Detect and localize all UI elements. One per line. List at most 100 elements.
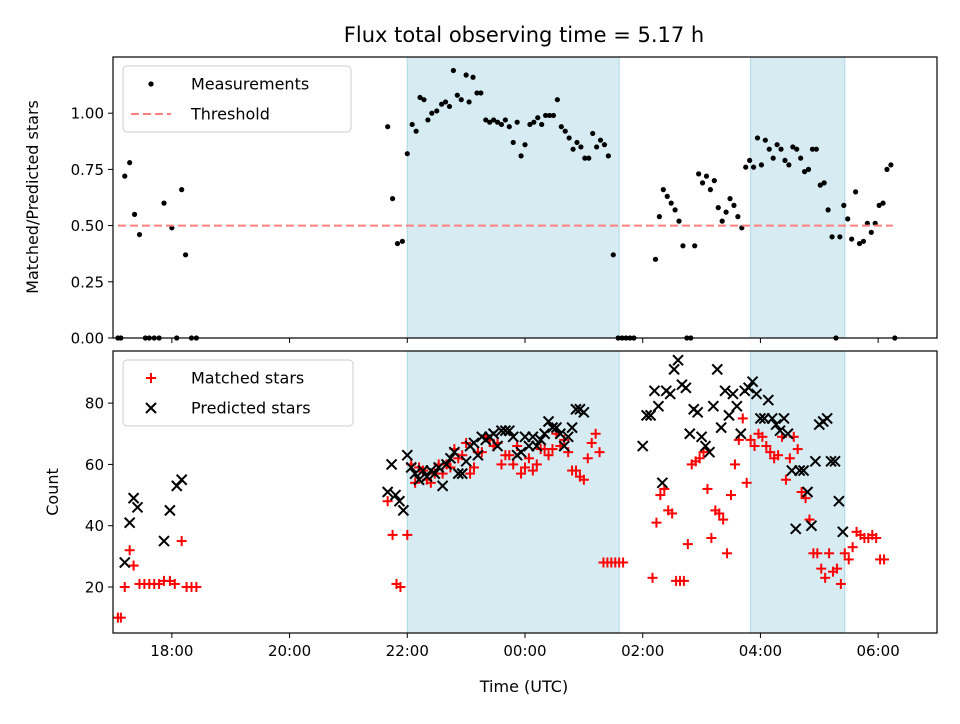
predicted-star-mark xyxy=(790,523,802,535)
measurement-point xyxy=(605,153,611,159)
predicted-star-point xyxy=(833,495,845,507)
measurement-point xyxy=(817,182,823,188)
predicted-star-point xyxy=(119,556,131,569)
predicted-star-point xyxy=(680,382,692,394)
legend-marker xyxy=(145,402,157,414)
matched-star-point xyxy=(647,572,658,583)
predicted-star-mark xyxy=(637,440,649,452)
y-tick-label: 40 xyxy=(85,517,104,535)
predicted-star-point xyxy=(821,412,833,425)
predicted-star-mark xyxy=(640,409,653,422)
predicted-star-point xyxy=(715,421,727,434)
predicted-star-point xyxy=(809,455,822,468)
predicted-star-point xyxy=(793,464,806,477)
predicted-star-mark xyxy=(538,428,551,440)
predicted-star-mark xyxy=(821,412,833,425)
measurement-point xyxy=(699,180,706,186)
measurement-point xyxy=(546,112,553,119)
y-tick-label: 0.50 xyxy=(71,217,104,235)
y-axis-label-ratio: Matched/Predicted stars xyxy=(23,100,42,294)
measurement-point xyxy=(446,103,453,110)
predicted-star-mark xyxy=(542,415,555,428)
predicted-star-mark xyxy=(801,486,814,498)
measurement-point xyxy=(731,202,737,208)
measurement-point xyxy=(527,121,533,128)
predicted-star-mark xyxy=(770,418,782,431)
predicted-star-mark xyxy=(472,449,484,461)
predicted-star-point xyxy=(695,431,708,443)
legend-label: Matched stars xyxy=(191,369,304,388)
predicted-star-point xyxy=(648,385,661,397)
matched-star-point xyxy=(678,575,689,586)
measurement-point xyxy=(794,146,800,152)
measurement-point xyxy=(852,189,859,195)
matched-star-point xyxy=(618,557,629,568)
predicted-star-point xyxy=(719,385,731,397)
measurement-point xyxy=(590,130,596,137)
measurement-point xyxy=(656,214,662,220)
measurement-point xyxy=(539,121,545,128)
measurement-point xyxy=(782,157,788,164)
matched-star-point xyxy=(468,462,479,473)
measurement-point xyxy=(498,121,505,128)
predicted-star-point xyxy=(554,428,567,440)
matched-star-point xyxy=(543,450,554,461)
predicted-star-mark xyxy=(393,495,406,507)
predicted-star-point xyxy=(487,428,500,440)
legend-box xyxy=(122,65,352,133)
predicted-star-point xyxy=(127,492,140,504)
measurement-point xyxy=(774,142,780,148)
predicted-star-mark xyxy=(444,452,457,464)
measurement-point xyxy=(652,256,659,262)
measurement-point xyxy=(758,162,765,168)
predicted-star-point xyxy=(131,501,144,514)
measurement-point xyxy=(550,112,557,119)
measurement-point xyxy=(680,243,686,249)
measurement-point xyxy=(676,218,682,224)
predicted-star-point xyxy=(456,467,468,480)
matched-star-point xyxy=(582,453,593,464)
predicted-star-mark xyxy=(735,428,747,440)
matched-star-point xyxy=(124,545,135,556)
predicted-star-mark xyxy=(503,424,516,437)
predicted-star-mark xyxy=(558,440,570,452)
predicted-star-point xyxy=(778,412,790,425)
predicted-star-point xyxy=(507,431,519,443)
predicted-star-mark xyxy=(793,464,806,477)
predicted-star-point xyxy=(656,477,669,489)
measurement-point xyxy=(884,166,890,172)
predicted-star-mark xyxy=(527,431,539,443)
predicted-star-point xyxy=(782,428,794,440)
matched-star-point xyxy=(879,554,890,565)
matched-star-point xyxy=(169,578,180,589)
matched-star-point xyxy=(578,474,589,485)
measurement-point xyxy=(841,202,847,208)
measurement-point xyxy=(562,128,568,134)
predicted-star-point xyxy=(699,440,712,452)
x-tick-label: 04:00 xyxy=(739,642,782,660)
predicted-star-point xyxy=(123,516,136,529)
matched-star-point xyxy=(784,453,795,464)
predicted-star-mark xyxy=(644,409,657,422)
predicted-star-point xyxy=(829,455,841,468)
measurement-point xyxy=(399,238,405,244)
measurement-point xyxy=(880,200,886,206)
predicted-star-mark xyxy=(684,428,696,440)
predicted-star-point xyxy=(175,474,188,486)
predicted-star-point xyxy=(531,440,543,452)
measurement-point xyxy=(434,108,440,114)
predicted-star-mark xyxy=(175,474,188,486)
measurement-point xyxy=(707,187,714,193)
measurement-point xyxy=(483,117,489,123)
measurement-point xyxy=(601,142,608,148)
measurement-point xyxy=(502,117,508,123)
measurement-point xyxy=(558,124,564,130)
predicted-star-point xyxy=(385,458,398,471)
matched-star-point xyxy=(667,508,678,519)
matched-star-point xyxy=(706,532,717,543)
matched-star-point xyxy=(655,490,666,501)
y-tick-label: 20 xyxy=(85,579,104,597)
shaded-interval xyxy=(407,57,620,338)
measurement-point xyxy=(131,211,138,217)
predicted-star-mark xyxy=(499,424,512,437)
